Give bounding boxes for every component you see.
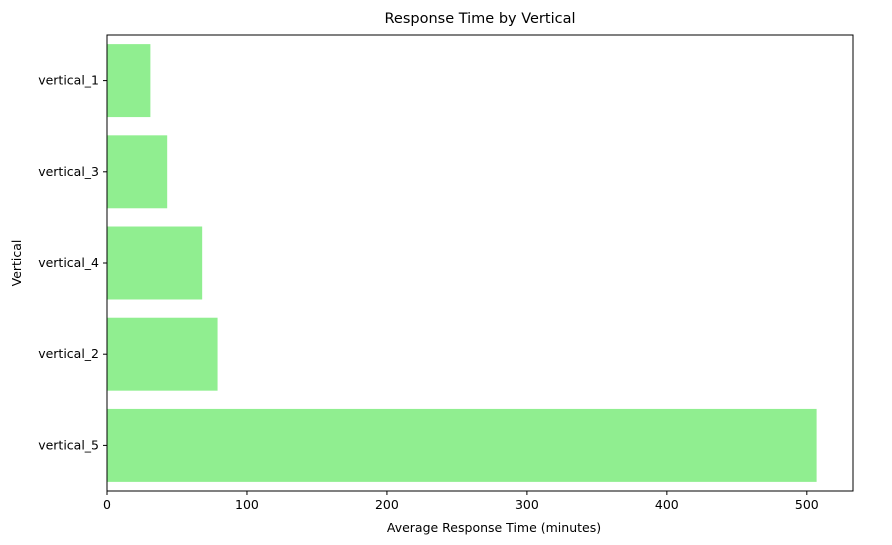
x-tick-label: 100 <box>235 497 259 512</box>
x-tick-label: 200 <box>375 497 399 512</box>
x-axis: 0 100 200 300 400 500 <box>103 491 819 512</box>
x-tick-label: 300 <box>515 497 539 512</box>
bar-vertical_4 <box>107 226 203 300</box>
y-tick-label: vertical_4 <box>38 255 99 270</box>
bar-vertical_5 <box>107 408 817 482</box>
y-tick-label: vertical_2 <box>38 346 99 361</box>
y-axis: vertical_1 vertical_3 vertical_4 vertical_2… <box>38 73 107 452</box>
x-tick-label: 0 <box>103 497 111 512</box>
x-tick-label: 400 <box>655 497 679 512</box>
y-tick-label: vertical_3 <box>38 164 99 179</box>
bar-group <box>107 44 817 482</box>
y-tick-label: vertical_5 <box>38 437 99 452</box>
bar-vertical_2 <box>107 317 218 391</box>
bar-vertical_1 <box>107 44 151 118</box>
y-tick-label: vertical_1 <box>38 73 99 88</box>
chart-title: Response Time by Vertical <box>384 11 575 27</box>
y-axis-label: Vertical <box>9 240 24 287</box>
x-tick-label: 500 <box>795 497 819 512</box>
x-axis-label: Average Response Time (minutes) <box>387 520 601 535</box>
bar-vertical_3 <box>107 135 168 209</box>
